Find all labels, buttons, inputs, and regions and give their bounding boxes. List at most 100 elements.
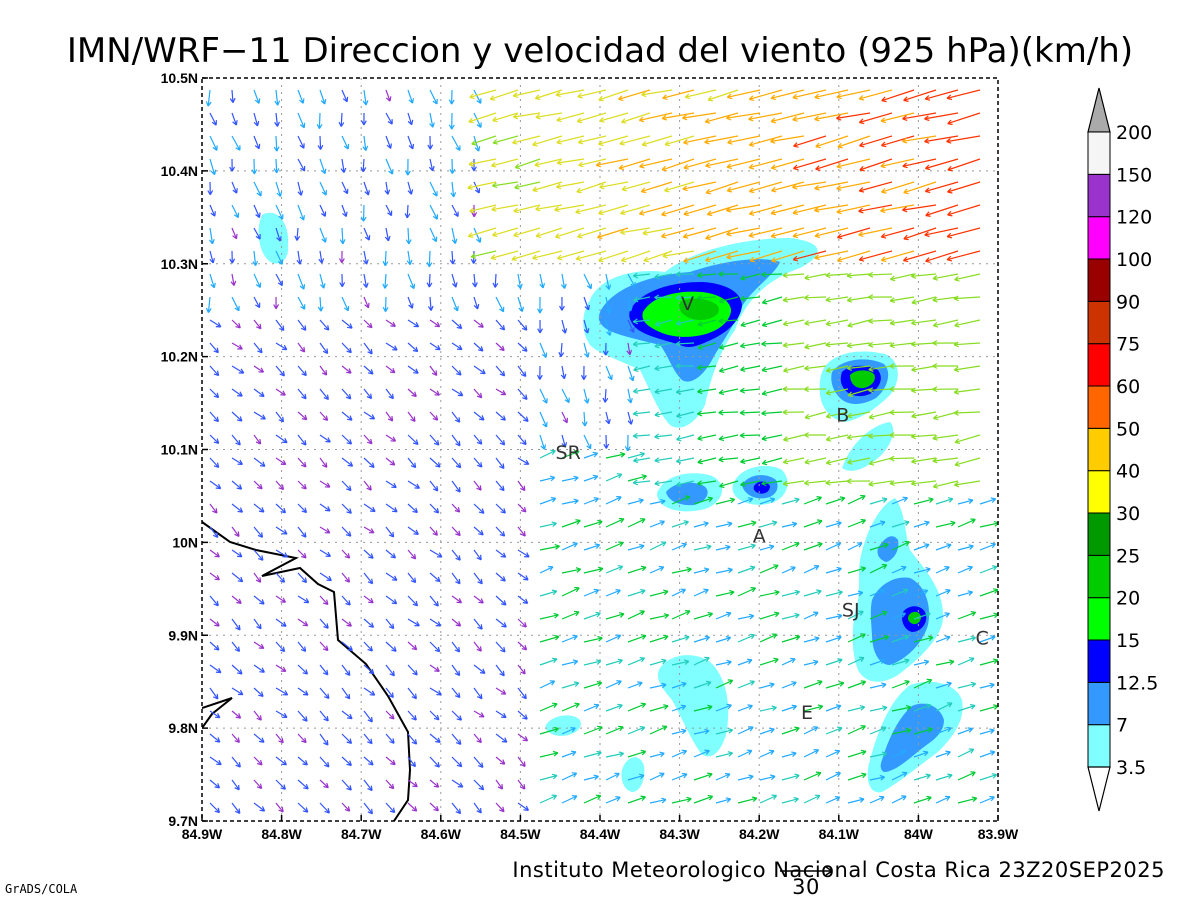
- city-label: SJ: [842, 600, 860, 622]
- wind-arrow: [705, 227, 739, 240]
- wind-arrow: [451, 664, 461, 677]
- wind-arrow: [209, 365, 220, 377]
- wind-arrow: [209, 480, 222, 490]
- wind-arrow: [693, 680, 712, 689]
- wind-arrow: [517, 618, 527, 628]
- wind-arrow: [825, 613, 843, 620]
- wind-arrow: [490, 250, 519, 261]
- wind-arrow: [627, 543, 645, 551]
- wind-arrow: [429, 549, 443, 558]
- wind-arrow: [715, 589, 735, 597]
- colorbar-label: 3.5: [1116, 757, 1146, 779]
- wind-arrow: [429, 618, 442, 627]
- wind-arrow: [385, 802, 396, 814]
- wind-arrow: [947, 158, 981, 172]
- wind-arrow: [913, 543, 930, 551]
- wind-arrow: [783, 365, 805, 373]
- wind-arrow: [761, 434, 783, 442]
- wind-arrow: [715, 497, 736, 505]
- wind-arrow: [671, 635, 690, 643]
- wind-arrow: [319, 319, 330, 331]
- wind-arrow: [913, 635, 934, 643]
- wind-arrow: [825, 590, 843, 597]
- colorbar-label: 75: [1116, 334, 1140, 356]
- colorbar-segment: [1087, 131, 1111, 175]
- wind-arrow: [759, 657, 779, 666]
- wind-arrow: [451, 779, 464, 788]
- wind-arrow: [275, 227, 282, 242]
- wind-arrow: [825, 296, 849, 303]
- wind-arrow: [803, 636, 820, 643]
- wind-arrow: [792, 89, 827, 100]
- wind-arrow: [683, 158, 717, 170]
- wind-arrow: [935, 702, 953, 712]
- wind-arrow: [363, 411, 376, 420]
- wind-arrow: [363, 250, 369, 265]
- wind-arrow: [451, 434, 461, 447]
- wind-arrow: [880, 135, 915, 148]
- x-tick-label: 84.4W: [580, 826, 621, 842]
- wind-arrow: [539, 750, 559, 758]
- wind-arrow: [535, 112, 563, 120]
- colorbar-segment: [1087, 216, 1111, 260]
- wind-arrow: [297, 434, 307, 446]
- wind-arrow: [782, 296, 805, 303]
- wind-arrow: [620, 204, 651, 216]
- wind-arrow: [495, 641, 506, 653]
- wind-arrow: [407, 457, 417, 469]
- wind-arrow: [605, 680, 622, 689]
- wind-arrow: [605, 517, 625, 528]
- wind-arrow: [385, 733, 395, 744]
- wind-arrow: [825, 411, 849, 419]
- wind-arrow: [231, 641, 241, 653]
- wind-arrow: [957, 727, 974, 735]
- wind-arrow: [913, 795, 932, 804]
- wind-arrow: [209, 710, 221, 719]
- wind-arrow: [473, 388, 483, 399]
- city-label: B: [836, 405, 849, 427]
- wind-arrow: [889, 342, 915, 349]
- wind-arrow: [946, 250, 981, 262]
- wind-arrow: [363, 664, 375, 675]
- wind-arrow: [470, 250, 497, 259]
- wind-arrow: [209, 342, 219, 354]
- wind-arrow: [517, 572, 529, 581]
- wind-arrow: [297, 204, 305, 221]
- wind-arrow: [881, 181, 915, 194]
- grads-credit: GrADS/COLA: [5, 882, 78, 896]
- wind-arrow: [231, 457, 243, 465]
- wind-arrow: [231, 135, 241, 151]
- wind-arrow: [737, 565, 756, 574]
- wind-arrow: [953, 295, 981, 302]
- wind-arrow: [341, 365, 352, 374]
- wind-arrow: [761, 365, 783, 373]
- wind-arrow: [253, 273, 262, 288]
- wind-arrow: [671, 588, 686, 597]
- wind-arrow: [979, 795, 995, 804]
- wind-arrow: [339, 227, 346, 245]
- wind-arrow: [935, 635, 951, 643]
- wind-arrow: [705, 250, 739, 263]
- wind-arrow: [385, 480, 397, 489]
- wind-arrow: [814, 227, 849, 239]
- wind-arrow: [209, 618, 220, 627]
- wind-arrow: [385, 641, 397, 652]
- wind-arrow: [473, 457, 483, 468]
- wind-arrow: [759, 633, 778, 643]
- wind-arrow: [363, 549, 374, 559]
- wind-arrow: [847, 680, 867, 689]
- wind-arrow: [275, 526, 288, 535]
- wind-arrow: [792, 250, 827, 262]
- y-tick-label: 9.9N: [168, 627, 198, 643]
- shade-b-south-l1: [842, 422, 894, 471]
- wind-arrow: [880, 250, 915, 263]
- wind-arrow: [451, 733, 462, 745]
- wind-arrow: [385, 135, 392, 149]
- wind-arrow: [297, 411, 308, 421]
- wind-arrow: [363, 710, 373, 723]
- wind-arrow: [539, 544, 560, 551]
- wind-arrow: [251, 158, 258, 175]
- wind-arrow: [583, 497, 599, 505]
- wind-arrow: [385, 411, 394, 422]
- wind-arrow: [947, 204, 981, 217]
